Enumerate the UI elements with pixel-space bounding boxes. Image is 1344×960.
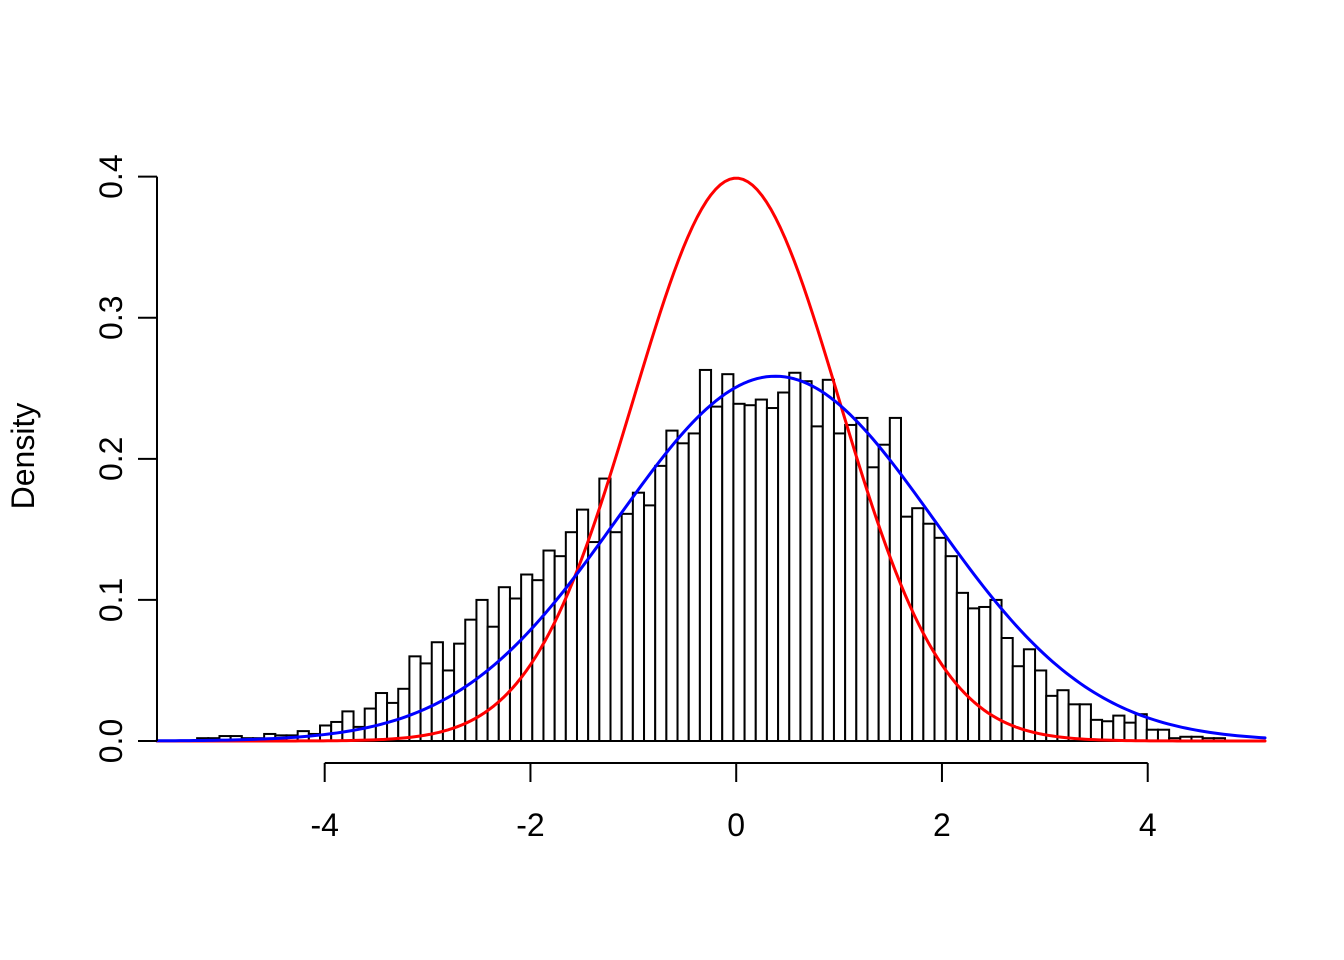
y-tick-label: 0.2: [93, 437, 129, 481]
histogram-bar: [564, 531, 578, 742]
standard-normal-curve: [155, 176, 1267, 743]
histogram-bar: [1145, 728, 1159, 743]
histogram-bar: [1112, 714, 1126, 742]
histogram-bar: [508, 597, 523, 742]
overlay-curves: [155, 176, 1267, 743]
x-tick-label: 4: [1139, 807, 1157, 843]
histogram-bar: [665, 429, 679, 742]
x-tick-label: -4: [310, 807, 338, 843]
density-estimate-curve: [155, 374, 1267, 743]
histogram-bar: [944, 555, 958, 742]
histogram-bar: [743, 404, 757, 742]
histogram-bar: [821, 378, 835, 742]
histogram-bar: [754, 398, 768, 742]
histogram-bar: [654, 464, 668, 742]
histogram-bar: [486, 625, 500, 742]
histogram-bar: [1056, 689, 1070, 743]
histogram-bar: [900, 515, 914, 742]
x-axis: -4 -2 0 2 4: [310, 762, 1157, 843]
histogram-bar: [609, 531, 623, 742]
histogram-bar: [710, 405, 724, 742]
histogram-bar: [520, 573, 534, 743]
y-tick-label: 0.4: [93, 154, 129, 198]
histogram-bar: [1067, 703, 1081, 743]
histogram-bar: [732, 402, 746, 742]
histogram-bar: [922, 522, 936, 742]
histogram-bar: [587, 541, 601, 742]
histogram-bar: [877, 443, 891, 742]
histogram-bar: [687, 432, 701, 742]
histogram-bar: [1034, 669, 1048, 743]
histogram-bar: [676, 442, 690, 742]
histogram-bar: [497, 586, 511, 743]
y-tick-label: 0.1: [93, 578, 129, 622]
x-tick-label: 2: [933, 807, 951, 843]
histogram-bar: [832, 432, 847, 742]
histogram-bar: [788, 371, 802, 742]
histogram-bar: [598, 477, 612, 742]
histogram-bars: [196, 368, 1226, 743]
histogram-bar: [1101, 720, 1115, 742]
histogram-bar: [419, 662, 433, 743]
y-axis: 0.0 0.1 0.2 0.3 0.4: [93, 154, 158, 763]
histogram-bar: [1078, 703, 1092, 743]
histogram-bar: [553, 555, 567, 742]
x-tick-label: -2: [516, 807, 544, 843]
histogram-bar: [542, 549, 556, 743]
histogram-bar: [844, 423, 858, 742]
histogram-bar: [341, 710, 355, 742]
y-tick-label: 0.3: [93, 295, 129, 339]
histogram-bar: [810, 425, 824, 742]
histogram-bar: [620, 512, 634, 742]
histogram-bar: [967, 607, 981, 742]
histogram-bar: [721, 373, 735, 742]
histogram-bar: [955, 591, 970, 742]
histogram-bar: [643, 504, 657, 742]
histogram-bar: [408, 655, 422, 742]
y-axis-title: Density: [5, 403, 41, 510]
histogram-bar: [698, 368, 713, 742]
histogram-bar: [1022, 648, 1037, 742]
histogram-bar: [430, 641, 444, 742]
y-tick-label: 0.0: [93, 719, 129, 763]
histogram-bar: [978, 605, 992, 742]
histogram-bar: [1089, 718, 1104, 743]
histogram-bar: [1156, 728, 1171, 743]
histogram-bar: [1123, 721, 1137, 742]
x-tick-label: 0: [727, 807, 745, 843]
histogram-bar: [799, 380, 813, 742]
histogram-bar: [777, 391, 791, 742]
histogram-bar: [933, 536, 947, 743]
histogram-bar: [765, 407, 780, 742]
histogram-bar: [631, 491, 646, 742]
histogram-bar: [374, 692, 389, 743]
